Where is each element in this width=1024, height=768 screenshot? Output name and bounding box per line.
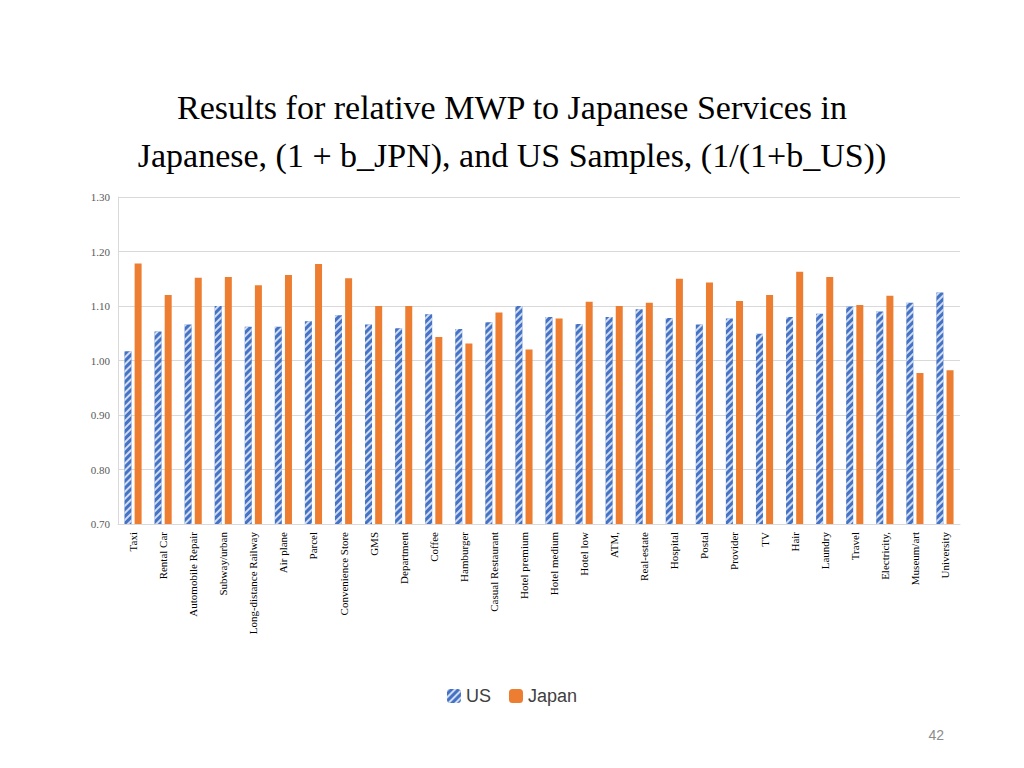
svg-text:42: 42 xyxy=(928,727,944,743)
svg-text:1.10: 1.10 xyxy=(91,300,111,312)
svg-text:Rental Car: Rental Car xyxy=(157,532,169,580)
svg-text:Subway/urban: Subway/urban xyxy=(217,532,229,596)
svg-text:Electricity,: Electricity, xyxy=(879,532,891,580)
svg-text:Hospital: Hospital xyxy=(668,532,680,569)
svg-text:Parcel: Parcel xyxy=(307,532,319,559)
svg-text:Taxi: Taxi xyxy=(127,532,139,551)
svg-text:Japanese, (1 + b_JPN), and US: Japanese, (1 + b_JPN), and US Samples, (… xyxy=(138,137,886,175)
svg-text:Automobile Repair: Automobile Repair xyxy=(187,532,199,617)
svg-text:Laundry: Laundry xyxy=(819,532,831,570)
svg-text:ATM,: ATM, xyxy=(608,532,620,558)
svg-text:Casual Restaurant: Casual Restaurant xyxy=(488,532,500,612)
svg-text:1.20: 1.20 xyxy=(91,246,111,258)
svg-text:Postal: Postal xyxy=(698,532,710,559)
svg-text:Air plane: Air plane xyxy=(277,532,289,573)
svg-text:TV: TV xyxy=(759,532,771,547)
svg-text:Convenience Store: Convenience Store xyxy=(338,532,350,616)
svg-text:Travel: Travel xyxy=(849,532,861,560)
svg-text:Department: Department xyxy=(398,532,410,584)
svg-text:0.80: 0.80 xyxy=(91,464,111,476)
svg-text:US: US xyxy=(466,686,491,706)
svg-text:Japan: Japan xyxy=(528,686,577,706)
svg-text:0.90: 0.90 xyxy=(91,409,111,421)
svg-text:Hotel premium: Hotel premium xyxy=(518,532,530,599)
svg-text:GMS: GMS xyxy=(368,532,380,556)
svg-text:University: University xyxy=(939,532,951,579)
svg-text:0.70: 0.70 xyxy=(91,518,111,530)
svg-text:Coffee: Coffee xyxy=(428,532,440,562)
svg-text:Provider: Provider xyxy=(728,532,740,570)
svg-text:Hair: Hair xyxy=(789,532,801,552)
svg-text:Hotel medium: Hotel medium xyxy=(548,532,560,596)
svg-text:Long-distance Railway: Long-distance Railway xyxy=(247,532,259,635)
svg-text:Real-estate: Real-estate xyxy=(638,532,650,581)
svg-text:Hamburger: Hamburger xyxy=(458,532,470,582)
svg-text:Hotel low: Hotel low xyxy=(578,532,590,576)
svg-text:Museum/art: Museum/art xyxy=(909,532,921,585)
svg-text:1.00: 1.00 xyxy=(91,355,111,367)
svg-text:1.30: 1.30 xyxy=(91,191,111,203)
svg-text:Results for relative MWP to Ja: Results for relative MWP to Japanese Ser… xyxy=(177,89,847,126)
